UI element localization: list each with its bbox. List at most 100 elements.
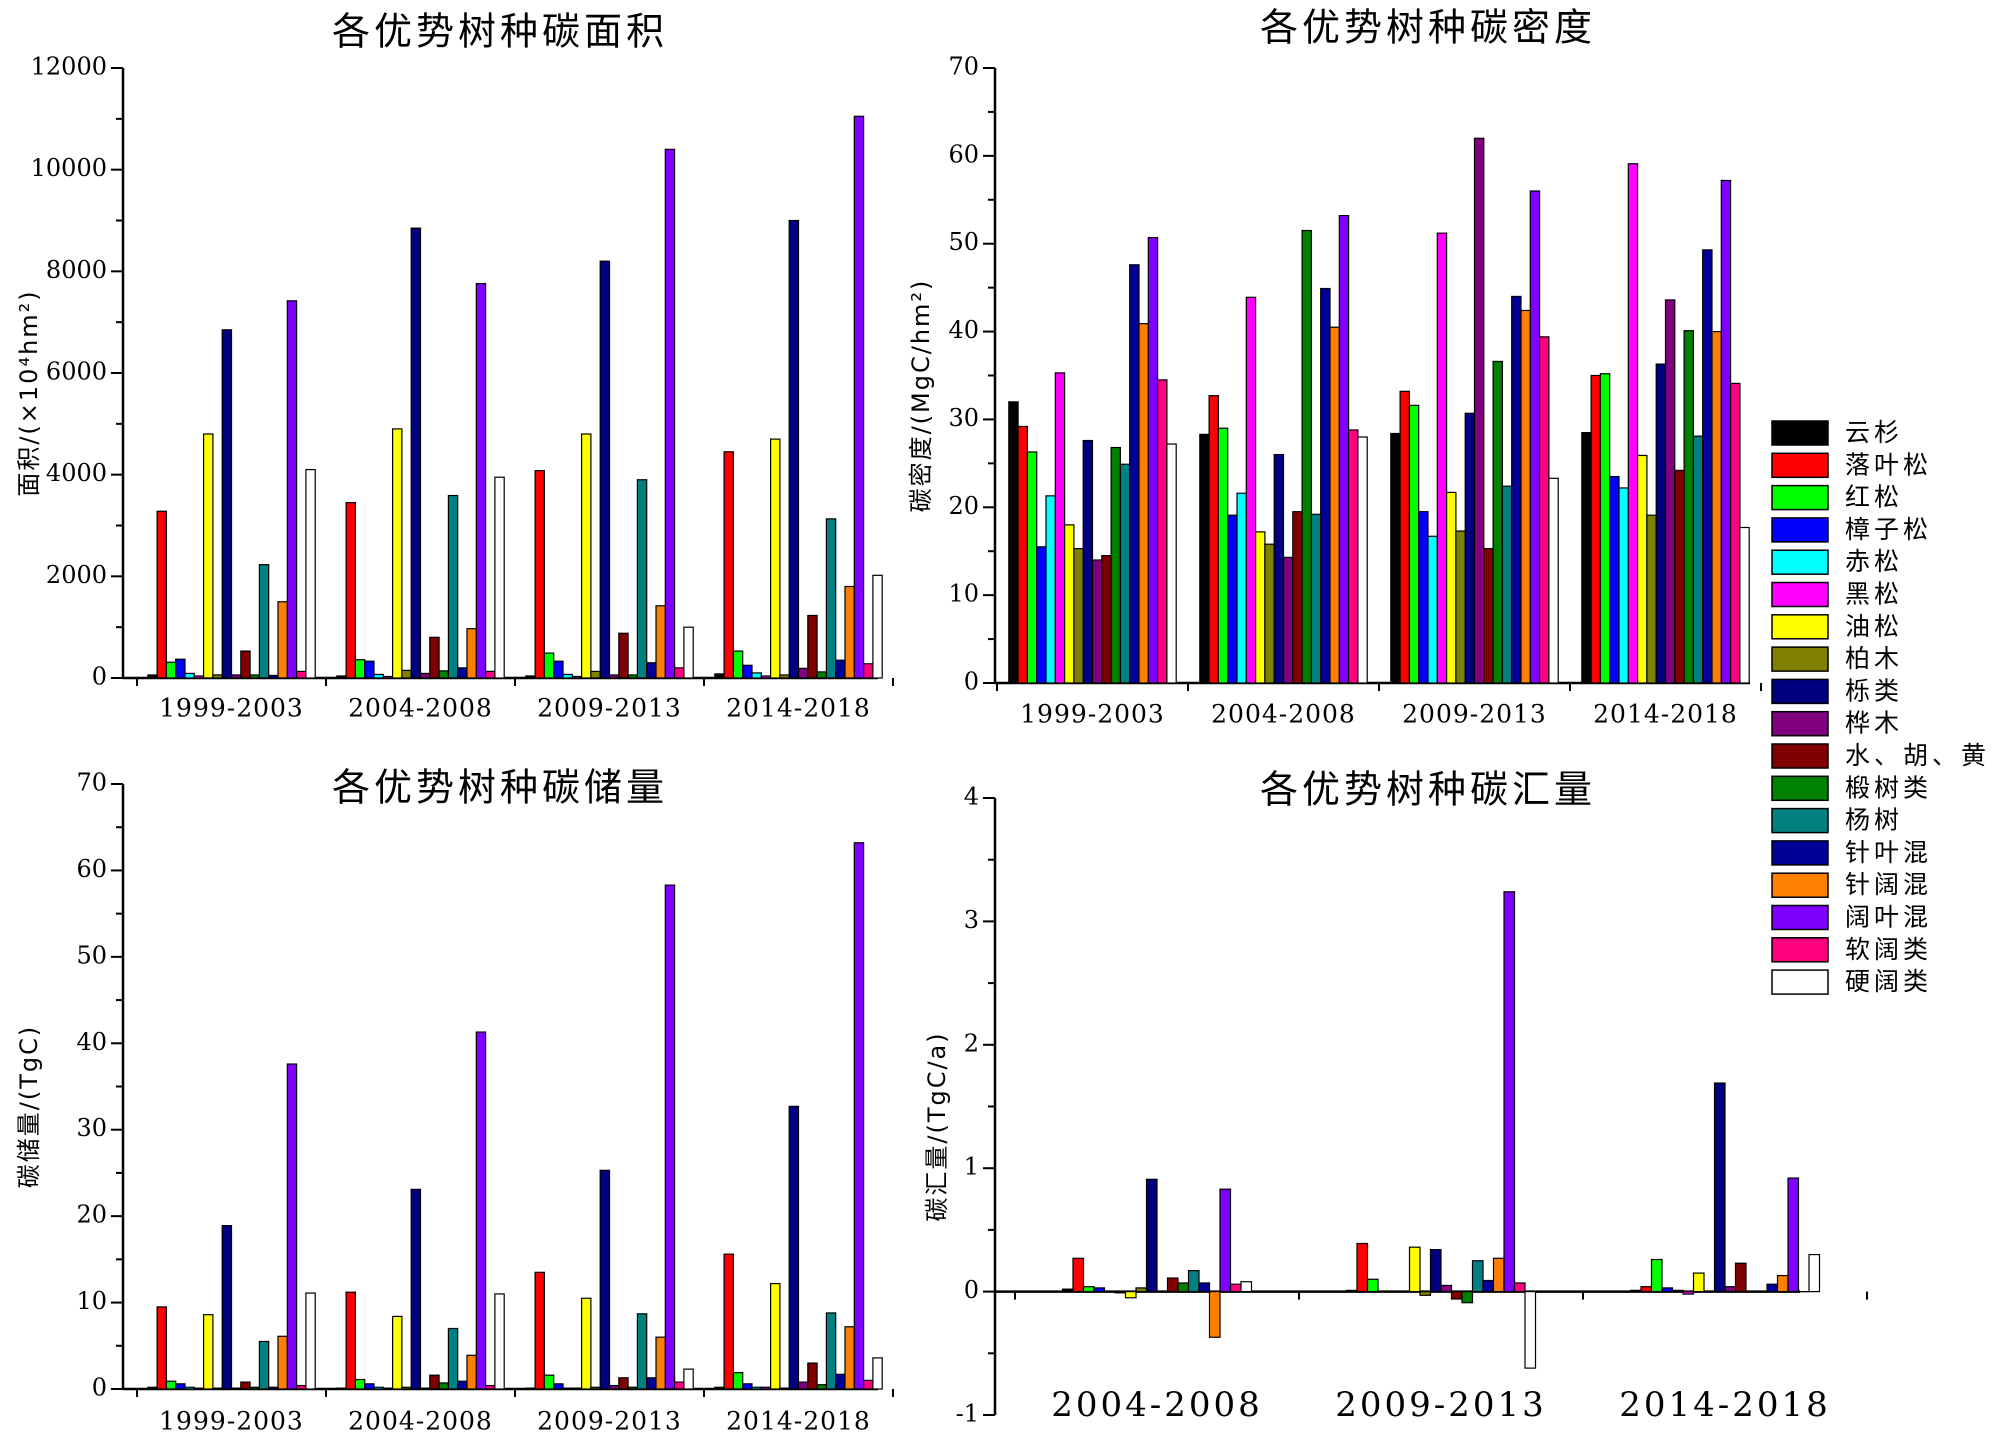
bar-红松-2014-2018 — [732, 1371, 744, 1390]
bar-硬阔类-2004-2008 — [494, 1293, 505, 1390]
x-tick-label: 2004-2008 — [1051, 1385, 1263, 1425]
bar-赤松-1999-2003 — [1045, 495, 1056, 684]
chart-title: 各优势树种碳储量 — [332, 766, 668, 810]
bar-红松-1999-2003 — [1026, 451, 1038, 684]
y-tick-label: 6000 — [46, 358, 107, 386]
bar-桦木-2014-2018 — [1724, 1286, 1737, 1293]
legend-swatch — [1771, 969, 1829, 995]
bar-针阔混-1999-2003 — [1138, 323, 1149, 684]
bar-柏木-1999-2003 — [212, 674, 223, 679]
y-tick-label: 10 — [76, 1287, 107, 1315]
bar-黑松-2004-2008 — [382, 1387, 394, 1390]
bar-针叶混-1999-2003 — [268, 1386, 279, 1390]
chart-title: 各优势树种碳汇量 — [1260, 768, 1596, 812]
bar-硬阔类-2004-2008 — [1240, 1281, 1253, 1293]
bar-黑松-2014-2018 — [760, 675, 772, 679]
bar-硬阔类-1999-2003 — [305, 468, 316, 679]
legend-swatch — [1771, 710, 1829, 737]
legend-swatch — [1771, 807, 1829, 834]
bar-黑松-2009-2013 — [571, 675, 583, 679]
bar-软阔类-2004-2008 — [1229, 1283, 1242, 1293]
bar-栎类-2009-2013 — [1429, 1249, 1442, 1293]
bar-针阔混-1999-2003 — [277, 601, 288, 679]
bar-软阔类-2009-2013 — [673, 1381, 685, 1390]
bar-赤松-1999-2003 — [184, 672, 195, 679]
bar-硬阔类-2004-2008 — [1357, 436, 1368, 684]
x-tick-label: 1999-2003 — [1020, 700, 1165, 729]
bar-针阔混-2014-2018 — [1776, 1274, 1789, 1293]
legend-swatch — [1771, 743, 1829, 769]
x-tick-label: 2004-2008 — [1211, 700, 1356, 729]
bar-硬阔类-2014-2018 — [1808, 1253, 1821, 1293]
bar-油松-2014-2018 — [769, 1282, 781, 1390]
y-tick-label: 70 — [76, 769, 107, 797]
y-tick-label: 0 — [964, 668, 979, 696]
bar-柏木-2004-2008 — [1135, 1287, 1148, 1293]
chart-title: 各优势树种碳密度 — [1260, 6, 1596, 50]
bar-水、胡、黄-2009-2013 — [618, 632, 629, 679]
bar-赤松-2014-2018 — [1618, 487, 1629, 684]
bar-红松-2009-2013 — [543, 1374, 555, 1390]
y-tick-label: 0 — [92, 663, 107, 691]
bar-落叶松-1999-2003 — [156, 510, 168, 679]
y-tick-label: 0 — [92, 1374, 107, 1402]
bar-栎类-2004-2008 — [410, 1188, 422, 1390]
x-tick-label: 1999-2003 — [159, 1407, 304, 1436]
x-tick-label: 2009-2013 — [537, 694, 682, 723]
bar-樟子松-2004-2008 — [1093, 1287, 1106, 1293]
legend-swatch — [1771, 775, 1829, 802]
bar-黑松-2004-2008 — [1114, 1290, 1127, 1294]
bar-针叶混-2014-2018 — [1766, 1283, 1779, 1293]
bar-椴树类-2014-2018 — [816, 1384, 827, 1390]
x-tick-label: 2014-2018 — [1619, 1385, 1831, 1425]
bar-油松-1999-2003 — [203, 1314, 214, 1390]
bar-柏木-2014-2018 — [1646, 514, 1657, 684]
bar-黑松-1999-2003 — [193, 675, 205, 679]
legend-swatch — [1771, 420, 1829, 446]
bar-软阔类-1999-2003 — [296, 670, 307, 679]
legend-label: 针阔混 — [1845, 870, 1932, 899]
bar-椴树类-2004-2008 — [1301, 229, 1312, 684]
bar-黑松-2014-2018 — [760, 1386, 772, 1390]
bar-针阔混-2004-2008 — [1329, 326, 1340, 684]
bar-落叶松-2009-2013 — [1399, 390, 1410, 684]
bar-栎类-2004-2008 — [410, 227, 422, 679]
bar-水、胡、黄-2004-2008 — [429, 636, 440, 679]
bar-落叶松-2014-2018 — [723, 1253, 734, 1390]
bar-椴树类-2014-2018 — [1683, 330, 1694, 684]
bar-红松-2014-2018 — [1650, 1258, 1663, 1293]
bar-软阔类-2004-2008 — [485, 1384, 496, 1390]
legend-swatch — [1771, 452, 1829, 479]
bar-赤松-2004-2008 — [373, 1386, 384, 1390]
bar-黑松-2014-2018 — [1627, 163, 1639, 684]
bar-硬阔类-1999-2003 — [1166, 443, 1177, 684]
bar-阔叶混-2014-2018 — [853, 842, 865, 1390]
legend-swatch — [1771, 517, 1829, 543]
bar-针阔混-2004-2008 — [466, 628, 477, 679]
y-axis-label: 碳汇量/(TgC/a) — [923, 1031, 951, 1221]
bar-针叶混-2004-2008 — [1320, 287, 1331, 684]
legend-label: 栎类 — [1845, 676, 1903, 705]
bar-椴树类-2014-2018 — [816, 671, 827, 679]
bar-油松-2014-2018 — [1636, 454, 1648, 684]
y-tick-label: 12000 — [31, 53, 107, 81]
bar-赤松-2014-2018 — [1671, 1289, 1684, 1293]
bar-水、胡、黄-2014-2018 — [807, 614, 818, 679]
bar-黑松-2004-2008 — [382, 675, 394, 679]
bar-硬阔类-2014-2018 — [872, 574, 883, 679]
bar-红松-1999-2003 — [165, 1380, 177, 1390]
bar-樟子松-2009-2013 — [553, 1383, 564, 1390]
bar-黑松-2009-2013 — [571, 1387, 583, 1390]
bar-针叶混-2009-2013 — [646, 1377, 657, 1390]
bar-硬阔类-2009-2013 — [1548, 477, 1559, 684]
bar-黑松-1999-2003 — [1054, 372, 1066, 684]
bar-软阔类-1999-2003 — [1156, 379, 1168, 684]
bar-赤松-1999-2003 — [184, 1386, 195, 1390]
bar-杨树-2014-2018 — [1692, 435, 1704, 684]
y-tick-label: 2 — [964, 1029, 979, 1057]
bar-水、胡、黄-1999-2003 — [1101, 555, 1112, 684]
bar-云杉-2009-2013 — [1345, 1289, 1358, 1293]
bar-杨树-2004-2008 — [447, 494, 459, 679]
bar-栎类-2004-2008 — [1145, 1178, 1158, 1293]
legend: 云杉落叶松红松樟子松赤松黑松油松柏木栎类桦木水、胡、黄椴树类杨树针叶混针阔混阔叶… — [1771, 418, 1986, 996]
